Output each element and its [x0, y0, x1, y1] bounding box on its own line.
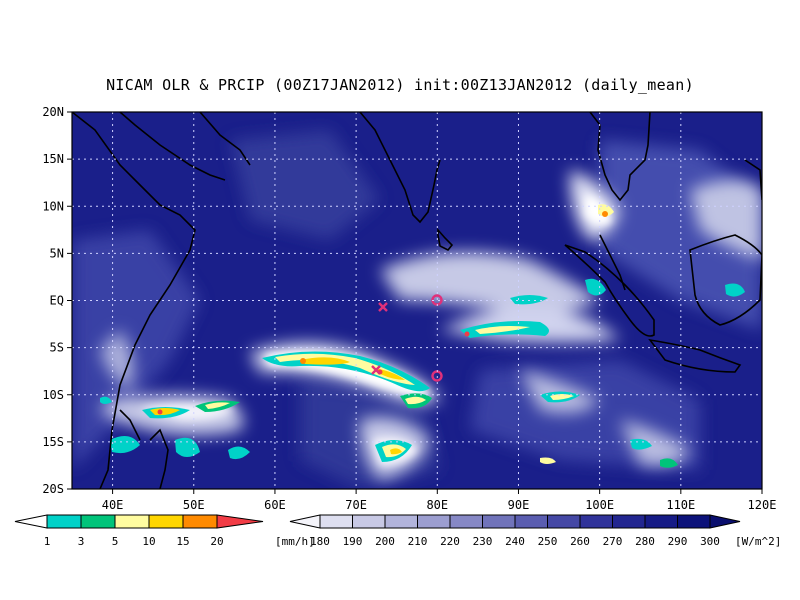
longitude-labels: 40E 50E 60E 70E 80E 90E 100E 110E 120E: [102, 489, 777, 512]
precip-legend-label: 1: [44, 535, 51, 548]
olr-swatch: [547, 514, 581, 529]
precip-field: [100, 204, 745, 468]
gridlines: [72, 112, 762, 489]
lon-tick-label: 80E: [426, 498, 448, 512]
olr-legend-label: 260: [570, 535, 590, 548]
olr-swatch: [644, 514, 678, 529]
coastlines: [72, 112, 762, 489]
lat-tick-label: 20S: [42, 482, 64, 496]
olr-legend-label: 200: [375, 535, 395, 548]
olr-legend-label: 300: [700, 535, 720, 548]
lon-tick-label: 50E: [183, 498, 205, 512]
lon-tick-label: 40E: [102, 498, 124, 512]
lon-tick-label: 70E: [345, 498, 367, 512]
precip-swatch: [46, 514, 82, 529]
olr-legend-label: 190: [343, 535, 363, 548]
olr-swatch: [612, 514, 646, 529]
lat-tick-label: EQ: [50, 294, 64, 308]
lat-tick-label: 20N: [42, 105, 64, 119]
olr-swatch: [579, 514, 613, 529]
precip-legend-label: 15: [176, 535, 189, 548]
lon-tick-label: 90E: [508, 498, 530, 512]
precip-legend-label: 20: [210, 535, 223, 548]
latitude-labels: 20N 15N 10N 5N EQ 5S 10S 15S 20S: [42, 105, 72, 496]
olr-swatch: [319, 514, 353, 529]
olr-swatch: [677, 514, 711, 529]
precip-legend-label: 3: [78, 535, 85, 548]
precip-unit: [mm/h]: [275, 535, 315, 548]
olr-legend-label: 270: [603, 535, 623, 548]
olr-legend-label: 220: [440, 535, 460, 548]
olr-swatch: [449, 514, 483, 529]
precip-swatch: [182, 514, 218, 529]
olr-legend-label: 180: [310, 535, 330, 548]
olr-low-arrow: [289, 514, 321, 529]
olr-legend-label: 240: [505, 535, 525, 548]
precip-swatch: [148, 514, 184, 529]
lat-tick-label: 5N: [50, 246, 64, 260]
precip-legend-label: 5: [112, 535, 119, 548]
precip-swatch: [114, 514, 150, 529]
lon-tick-label: 110E: [666, 498, 695, 512]
x-marker: [378, 302, 388, 312]
olr-swatch: [417, 514, 451, 529]
lat-tick-label: 10N: [42, 199, 64, 213]
olr-swatch: [482, 514, 516, 529]
lat-tick-label: 15N: [42, 152, 64, 166]
olr-unit: [W/m^2]: [735, 535, 781, 548]
olr-high-arrow: [709, 514, 741, 529]
precip-low-arrow: [14, 514, 48, 529]
map-title: NICAM OLR & PRCIP (00Z17JAN2012) init:00…: [106, 76, 694, 94]
olr-legend-label: 290: [668, 535, 688, 548]
lon-tick-label: 120E: [748, 498, 777, 512]
lat-tick-label: 15S: [42, 435, 64, 449]
precip-swatch: [80, 514, 116, 529]
olr-swatch: [352, 514, 386, 529]
x-marker: [371, 365, 381, 375]
lon-tick-label: 60E: [264, 498, 286, 512]
olr-legend-label: 210: [408, 535, 428, 548]
olr-swatch: [384, 514, 418, 529]
lon-tick-label: 100E: [585, 498, 614, 512]
precip-legend-label: 10: [142, 535, 155, 548]
olr-legend: 180 190 200 210 220 230 240 250 260 270 280 290 300 […: [289, 514, 781, 548]
olr-legend-label: 280: [635, 535, 655, 548]
olr-swatch: [514, 514, 548, 529]
precip-high-arrow: [216, 514, 264, 529]
lat-tick-label: 10S: [42, 388, 64, 402]
precip-legend: 1 3 5 10 15 20 [mm/h]: [14, 514, 315, 548]
olr-legend-label: 250: [538, 535, 558, 548]
olr-legend-label: 230: [473, 535, 493, 548]
lat-tick-label: 5S: [50, 341, 64, 355]
